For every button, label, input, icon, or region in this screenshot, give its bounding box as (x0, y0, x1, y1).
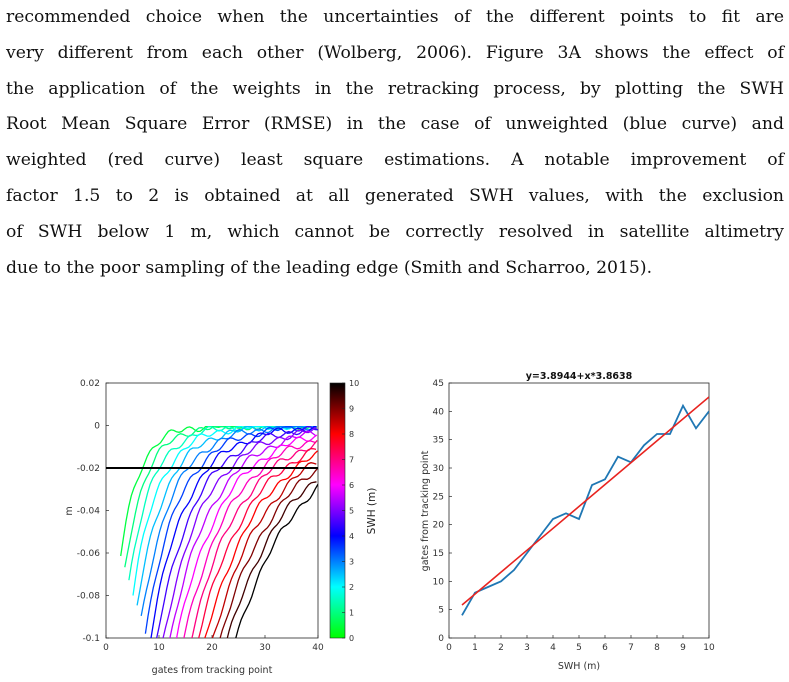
paragraph-line: the application of the weights in the re… (6, 78, 784, 99)
plot-area-a (105, 382, 319, 639)
x-tick-label-b: 4 (550, 643, 556, 653)
y-tick-label-b: 5 (438, 606, 444, 616)
x-tick-label-b: 6 (602, 643, 608, 653)
colorbar-tick-label: 3 (349, 558, 354, 567)
y-tick-label-b: 20 (433, 521, 445, 531)
x-axis-label-b: SWH (m) (558, 661, 600, 672)
y-tick-label-a: 0.02 (80, 379, 100, 389)
x-tick-label-a: 10 (153, 643, 165, 653)
y-tick-label-b: 10 (433, 577, 445, 587)
x-tick-label-b: 8 (654, 643, 660, 653)
x-tick-label-b: 5 (576, 643, 582, 653)
x-tick-label-a: 30 (259, 643, 271, 653)
x-tick-label-b: 2 (498, 643, 504, 653)
fit-line (461, 396, 709, 606)
figure-3: 0 10 20 30 40 0.020-0.02-0.04-0.06-0.08-0.1 … (64, 371, 715, 676)
colorbar-tick-label: 6 (349, 481, 354, 490)
colorbar: 0 1 2 3 4 5 6 7 8 9 10 SWH (m) (329, 379, 378, 643)
y-tick-label-a: -0.02 (77, 464, 100, 474)
x-tick-label-b: 3 (524, 643, 530, 653)
x-tick-label-b: 1 (472, 643, 478, 653)
x-tick-label-b: 10 (703, 643, 715, 653)
paragraph-line: very different from each other (Wolberg,… (6, 42, 784, 63)
colorbar-label: SWH (m) (366, 488, 378, 535)
y-tick-label-a: -0.1 (82, 634, 100, 644)
waveform-series-line (150, 425, 317, 638)
x-axis-label-a: gates from tracking point (152, 665, 273, 676)
y-tick-label-b: 30 (433, 464, 445, 474)
colorbar-tick-label: 5 (349, 507, 354, 516)
paragraph-line: due to the poor sampling of the leading … (6, 257, 653, 278)
x-tick-label-b: 7 (628, 643, 634, 653)
y-tick-label-b: 35 (433, 436, 444, 446)
colorbar-tick-label: 0 (349, 634, 354, 643)
swh-regression-chart: y=3.8944+x*3.8638 0 1 2 3 4 5 6 7 8 9 10 051015202… (420, 371, 715, 672)
paragraph-line: factor 1.5 to 2 is obtained at all gener… (6, 185, 784, 206)
y-tick-label-b: 45 (433, 379, 444, 389)
paragraph-line: of SWH below 1 m, which cannot be correc… (6, 221, 784, 242)
y-tick-label-a: -0.08 (77, 592, 101, 602)
waveform-series-line (235, 483, 318, 638)
x-tick-label-b: 9 (680, 643, 686, 653)
paragraph-line: recommended choice when the uncertaintie… (6, 7, 784, 27)
waveform-series-line (183, 440, 316, 638)
waveform-series-line (219, 467, 318, 638)
y-tick-label-a: 0 (94, 422, 100, 432)
y-tick-label-b: 0 (438, 634, 444, 644)
waveform-series-line (211, 462, 317, 638)
waveform-series-line (226, 481, 317, 638)
colorbar-tick-label: 7 (349, 456, 354, 465)
y-tick-label-b: 15 (433, 549, 444, 559)
y-tick-label-a: -0.04 (77, 507, 101, 517)
paragraph-line: Root Mean Square Error (RMSE) in the cas… (6, 114, 784, 135)
y-tick-label-b: 40 (433, 407, 445, 417)
colorbar-tick-label: 4 (349, 532, 354, 541)
y-axis-label-a: m (64, 506, 75, 515)
waveform-series-line (162, 426, 317, 638)
colorbar-tick-label: 1 (349, 609, 354, 618)
chart-title-b: y=3.8944+x*3.8638 (526, 371, 633, 382)
waveform-series-line (144, 425, 318, 634)
colorbar-tick-label: 9 (349, 405, 354, 414)
colorbar-tick-label: 2 (349, 583, 354, 592)
waveform-series-line (132, 425, 316, 596)
y-tick-label-a: -0.06 (77, 549, 101, 559)
plot-area-b (448, 382, 710, 639)
swh-waveform-chart: 0 10 20 30 40 0.020-0.02-0.04-0.06-0.08-0.1 … (64, 379, 324, 676)
x-tick-label-b: 0 (446, 643, 452, 653)
paper-paragraph: recommended choice when the uncertaintie… (6, 0, 784, 286)
waveform-series-line (175, 434, 318, 638)
waveform-series-line (191, 439, 318, 638)
x-tick-label-a: 20 (206, 643, 218, 653)
paragraph-line: weighted (red curve) least square estima… (6, 150, 784, 171)
waveform-series-line (198, 447, 317, 638)
y-tick-label-b: 25 (433, 492, 444, 502)
colorbar-tick-label: 8 (349, 430, 354, 439)
x-tick-label-a: 40 (312, 643, 324, 653)
y-axis-label-b: gates from tracking point (420, 450, 431, 571)
waveform-series-line (156, 425, 318, 638)
waveform-series-line (169, 430, 316, 638)
colorbar-tick-label: 10 (349, 379, 359, 388)
x-tick-label-a: 0 (103, 643, 109, 653)
